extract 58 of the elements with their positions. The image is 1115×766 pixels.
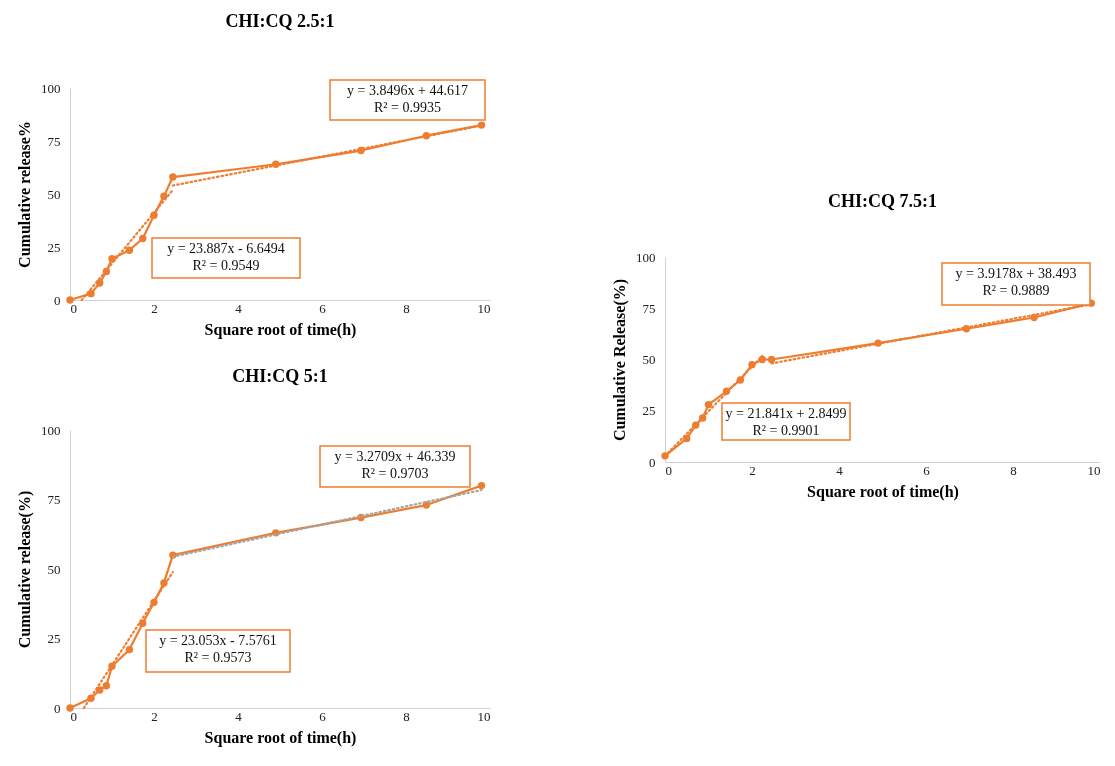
x-axis-title: Square root of time(h): [204, 728, 357, 747]
x-tick-label: 6: [319, 708, 327, 724]
point: [139, 234, 147, 243]
x-tick-label: 6: [923, 462, 931, 478]
y-axis-title: Cumulative release%: [16, 121, 33, 268]
y-tick-label: 100: [41, 422, 61, 438]
point: [477, 481, 486, 490]
x-tick-label: 4: [235, 300, 243, 316]
x-tick-label: 8: [403, 300, 410, 316]
point: [66, 296, 74, 304]
x-tick-label: 0: [70, 300, 77, 316]
annotation: y = 3.8496x + 44.617 R² = 0.9935: [347, 83, 468, 115]
annotation: y = 23.053x - 7.5761 R² = 0.9573: [159, 633, 277, 665]
point: [704, 400, 713, 409]
y-tick-label: 75: [642, 300, 656, 316]
x-tick-label: 2: [151, 300, 158, 316]
x-tick-label: 10: [477, 708, 491, 724]
y-tick-label: 50: [47, 186, 61, 202]
point: [125, 246, 134, 254]
y-tick-label: 25: [47, 239, 61, 255]
x-tick-label: 8: [403, 708, 410, 724]
x-tick-label: 0: [665, 462, 672, 478]
y-tick-label: 100: [636, 249, 656, 265]
x-tick-label: 8: [1010, 462, 1017, 478]
x-axis-title: Square root of time(h): [807, 482, 959, 501]
x-tick-label: 10: [477, 300, 491, 316]
point: [108, 254, 116, 263]
x-axis-title: Square root of time(h): [204, 320, 357, 339]
annotation: y = 3.2709x + 46.339 R² = 0.9703: [334, 449, 456, 481]
point: [102, 682, 111, 690]
point: [767, 355, 776, 364]
x-tick-label: 6: [319, 300, 327, 316]
chart-title: CHI:CQ 5:1: [232, 366, 328, 386]
x-tick-label: 10: [1087, 462, 1101, 478]
x-tick-label: 4: [836, 462, 844, 478]
y-tick-label: 75: [47, 133, 61, 149]
y-tick-label: 25: [642, 403, 656, 419]
point: [66, 704, 74, 712]
point: [160, 192, 168, 200]
point: [169, 173, 177, 181]
x-tick-label: 4: [235, 708, 243, 724]
point: [87, 289, 95, 298]
chart-title: CHI:CQ 2.5:1: [225, 11, 335, 32]
y-tick-label: 25: [47, 631, 61, 646]
y-axis-title: Cumulative release(%): [16, 490, 34, 649]
annotation: y = 3.9178x + 38.493 R² = 0.9889: [955, 266, 1077, 298]
y-tick-label: 50: [47, 561, 61, 577]
y-tick-label: 75: [47, 492, 61, 507]
point: [95, 686, 104, 694]
y-tick-label: 50: [642, 352, 656, 367]
y-tick-label: 100: [41, 80, 61, 96]
x-tick-label: 2: [151, 708, 158, 724]
x-tick-label: 0: [70, 708, 77, 724]
point: [125, 645, 134, 654]
chart-title: CHI:CQ 7.5:1: [828, 191, 937, 211]
y-axis-title: Cumulative Release(%): [611, 278, 629, 442]
x-tick-label: 2: [749, 462, 756, 478]
annotation: y = 23.887x - 6.6494 R² = 0.9549: [167, 241, 285, 273]
